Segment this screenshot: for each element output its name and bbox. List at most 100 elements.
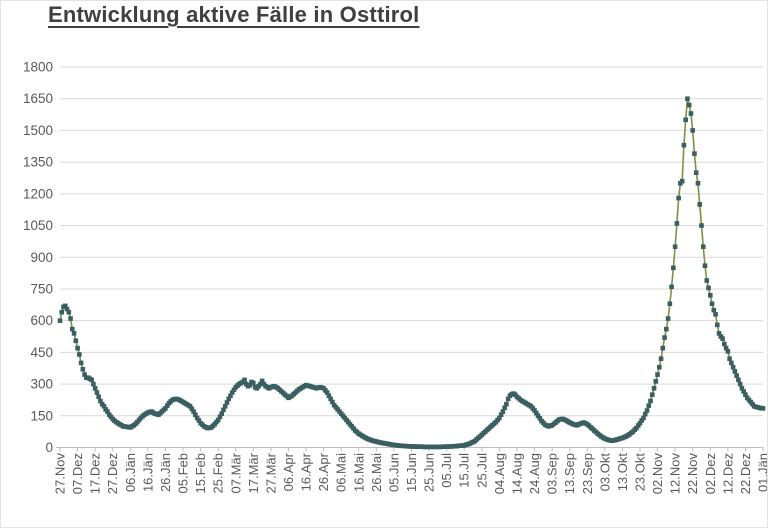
data-point: [78, 360, 84, 366]
y-tick-label: 1050: [23, 218, 53, 233]
data-point: [697, 202, 703, 207]
data-point: [639, 418, 645, 423]
x-tick-label: 02.Nov: [650, 453, 665, 495]
series-markers: [57, 96, 766, 450]
data-point: [91, 381, 96, 387]
data-point: [228, 393, 233, 399]
x-tick-label: 14.Aug: [509, 453, 524, 494]
x-tick-label: 06.Mai: [334, 453, 349, 492]
x-tick-label: 25.Jul: [474, 453, 489, 488]
data-point: [191, 409, 196, 414]
data-point: [653, 379, 659, 384]
x-tick-label: 27.Mär: [263, 452, 278, 493]
x-tick-label: 16.Jän: [140, 453, 155, 492]
y-tick-label: 1500: [23, 123, 53, 138]
data-point: [70, 326, 75, 332]
data-point: [737, 381, 743, 387]
data-point: [259, 378, 265, 384]
x-tick-label: 25.Feb: [211, 453, 226, 493]
data-point: [664, 326, 669, 332]
data-point: [75, 345, 80, 351]
y-tick-label: 450: [30, 345, 53, 360]
data-point: [729, 360, 734, 366]
data-point: [92, 386, 98, 391]
x-tick-label: 16.Apr: [299, 452, 314, 491]
data-point: [231, 387, 237, 393]
data-point: [215, 417, 221, 423]
x-tick-label: 07.Dez: [70, 453, 85, 494]
data-point: [537, 416, 543, 421]
data-point: [637, 420, 643, 426]
data-point: [692, 151, 697, 156]
x-tick-label: 22.Dez: [738, 453, 753, 494]
data-point: [648, 398, 653, 404]
data-point: [699, 223, 704, 228]
x-tick-label: 12.Dez: [720, 453, 735, 494]
x-tick-label: 24.Aug: [527, 453, 542, 494]
y-tick-label: 1800: [23, 60, 53, 75]
data-point: [187, 403, 193, 409]
data-point: [686, 102, 692, 108]
data-point: [695, 180, 701, 186]
data-point: [727, 356, 732, 362]
data-point: [722, 341, 727, 347]
data-point: [672, 244, 678, 249]
x-tick-label: 23.Sep: [580, 453, 595, 494]
data-point: [71, 331, 77, 336]
data-point: [702, 263, 708, 269]
data-point: [739, 386, 745, 391]
data-point: [330, 399, 335, 405]
data-point: [498, 412, 504, 418]
data-point: [242, 377, 247, 383]
data-point: [222, 403, 228, 409]
data-point: [715, 322, 720, 328]
y-tick-label: 1200: [23, 186, 53, 201]
data-point: [642, 411, 648, 417]
x-axis-labels: 27.Nov 07.Dez 17.Dez 27.Dez 06.Jän 16.Jän 26.J…: [53, 452, 768, 494]
data-point: [62, 303, 68, 309]
x-tick-label: 07.Mär: [228, 452, 243, 493]
x-tick-label: 04.Aug: [492, 453, 507, 494]
y-tick-label: 300: [30, 377, 53, 392]
data-point: [665, 316, 671, 321]
data-point: [662, 335, 667, 340]
data-point: [658, 356, 664, 362]
x-tick-label: 27.Dez: [105, 453, 120, 494]
data-point: [163, 406, 168, 411]
x-tick-label: 23.Okt: [632, 453, 647, 492]
y-tick-label: 750: [30, 281, 53, 296]
data-point: [676, 195, 681, 201]
x-tick-label: 26.Apr: [316, 452, 331, 491]
x-tick-label: 25.Jun: [422, 453, 437, 492]
x-tick-label: 26.Mai: [369, 453, 384, 492]
series-line: [59, 98, 764, 448]
data-point: [732, 369, 738, 374]
x-tick-label: 05.Feb: [176, 453, 191, 493]
data-point: [324, 390, 330, 395]
data-point: [669, 284, 674, 290]
y-tick-label: 600: [30, 313, 53, 328]
data-point: [711, 307, 717, 313]
x-tick-label: 26.Jän: [158, 453, 173, 492]
x-tick-label: 17.Mär: [246, 452, 261, 493]
data-point: [251, 380, 256, 386]
data-point: [57, 318, 63, 323]
data-point: [713, 312, 718, 317]
data-point: [94, 390, 100, 395]
x-tick-label: 06.Apr: [281, 452, 296, 491]
y-tick-label: 0: [45, 440, 53, 455]
data-point: [59, 309, 65, 315]
data-point: [224, 400, 230, 405]
data-point: [706, 285, 711, 291]
data-point: [105, 409, 110, 414]
x-tick-label: 05.Jul: [439, 453, 454, 488]
data-point: [502, 405, 507, 411]
data-point: [194, 415, 200, 421]
data-point: [505, 396, 511, 402]
data-point: [82, 372, 87, 377]
chart-title: Entwicklung aktive Fälle in Osttirol: [48, 2, 420, 27]
data-point: [646, 403, 652, 408]
x-tick-label: 15.Jul: [457, 453, 472, 488]
